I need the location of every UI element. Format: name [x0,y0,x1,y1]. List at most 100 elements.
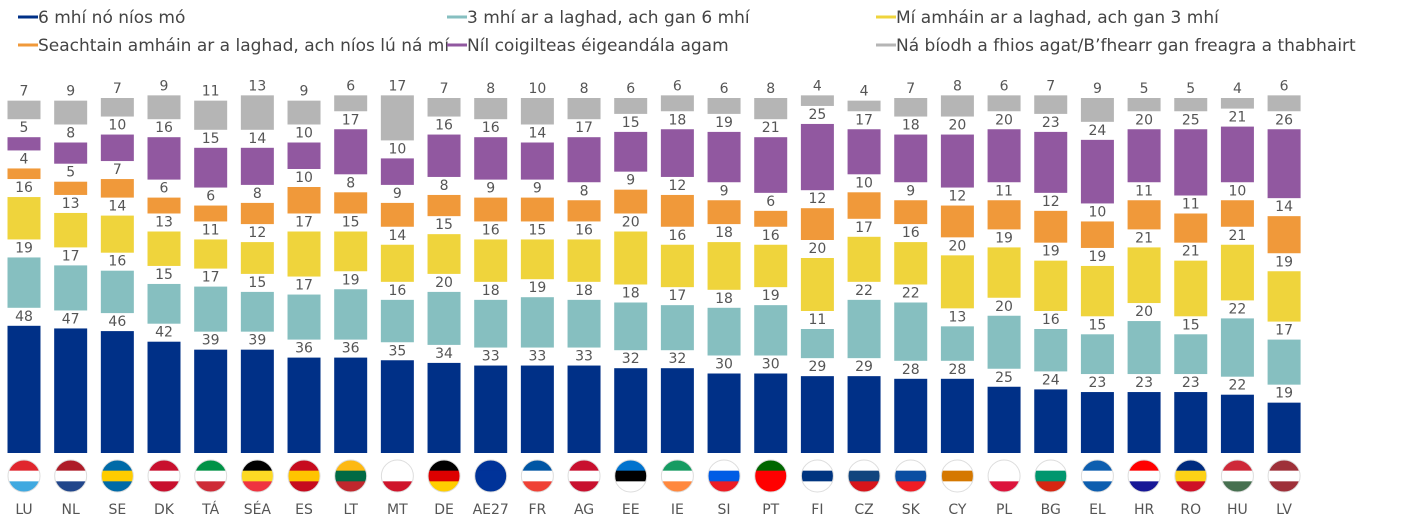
value-label: 36 [295,341,313,357]
flag-stripe [148,470,181,482]
value-label: 10 [1088,204,1106,220]
bar-segment [754,98,788,120]
value-label: 21 [1229,228,1247,244]
value-label: 7 [113,162,122,178]
value-label: 30 [715,357,733,373]
value-label: 14 [248,131,266,147]
value-label: 18 [482,283,500,299]
value-label: 16 [15,180,33,196]
bar-segment [800,329,834,359]
bar-segment [240,291,274,332]
flag [894,460,927,492]
value-label: 24 [1042,372,1060,388]
bar-segment [567,98,601,120]
value-label: 19 [1275,386,1293,402]
value-label: 16 [902,225,920,241]
flag-border [54,459,88,493]
value-label: 7 [440,81,449,97]
flag-border [1220,459,1254,493]
bar-segment [1267,271,1301,322]
bar-segment [1080,392,1114,453]
flag-border [567,459,601,493]
flag-stripe [614,470,647,482]
bar-segment [894,378,928,453]
bar-segment [520,239,554,280]
flag-stripe [941,460,974,472]
bar-segment [54,265,88,311]
value-label: 17 [295,215,313,231]
value-label: 17 [575,120,593,136]
value-label: 20 [948,238,966,254]
value-label: 21 [1229,110,1247,126]
bar-segment [380,360,414,453]
x-tick-label: LT [343,502,358,518]
flag [848,460,881,492]
bar-segment [1267,129,1301,199]
value-label: 17 [388,78,406,94]
value-label: 20 [808,241,826,257]
value-label: 14 [388,228,406,244]
value-label: 10 [528,81,546,97]
value-label: 19 [715,115,733,131]
value-label: 9 [906,183,915,199]
value-label: 9 [1093,81,1102,97]
value-label: 7 [906,81,915,97]
flag-stripe [148,481,181,492]
bar-segment [1267,402,1301,453]
bar-segment [660,194,694,227]
flag-stripe [288,460,321,472]
value-label: 25 [995,370,1013,386]
bar-segment [1220,394,1254,453]
flag-stripe [334,470,367,482]
value-label: 15 [248,275,266,291]
flag-stripe [1128,460,1161,472]
x-tick-label: PT [762,502,779,518]
bar-segment [1174,98,1208,112]
flag-stripe [568,481,601,492]
flag-stripe [614,481,647,492]
value-label: 16 [482,120,500,136]
legend-label: Seachtain amháin ar a laghad, ach níos l… [38,36,450,56]
flag-stripe [801,470,834,482]
flag [8,460,40,492]
value-label: 13 [62,196,80,212]
value-label: 34 [435,346,453,362]
value-label: 9 [160,78,169,94]
bar-segment [614,231,648,285]
x-tick-label: SÉA [244,501,272,518]
flag-stripe [894,481,927,492]
flag-stripe [194,460,227,472]
bar-segment [940,95,974,117]
bar-segment [520,297,554,348]
value-label: 19 [762,288,780,304]
flag-border [660,459,694,493]
bar-segment [660,368,694,453]
flag-border [707,459,741,493]
flag-stripe [194,481,227,492]
flag [1268,460,1301,492]
bar-segment [1174,129,1208,196]
x-tick-label: LV [1276,502,1292,518]
value-label: 5 [1186,81,1195,97]
flag-stripe [568,460,601,472]
bar-segment [847,100,881,112]
value-label: 15 [1088,317,1106,333]
flag-border [334,459,368,493]
bar-segment [894,200,928,225]
bar-segment [1220,98,1254,109]
flag-stripe [8,481,40,492]
bar-segment [1034,260,1068,311]
bar-segment [147,197,181,214]
flag [1128,460,1161,492]
value-label: 16 [155,120,173,136]
flag-stripe [241,460,274,472]
value-label: 10 [295,170,313,186]
flag-border [287,459,321,493]
bar-segment [987,386,1021,453]
flag [1081,460,1114,492]
value-label: 4 [813,78,822,94]
value-label: 24 [1088,123,1106,139]
bar-segment [380,158,414,185]
x-tick-label: LU [15,502,32,518]
